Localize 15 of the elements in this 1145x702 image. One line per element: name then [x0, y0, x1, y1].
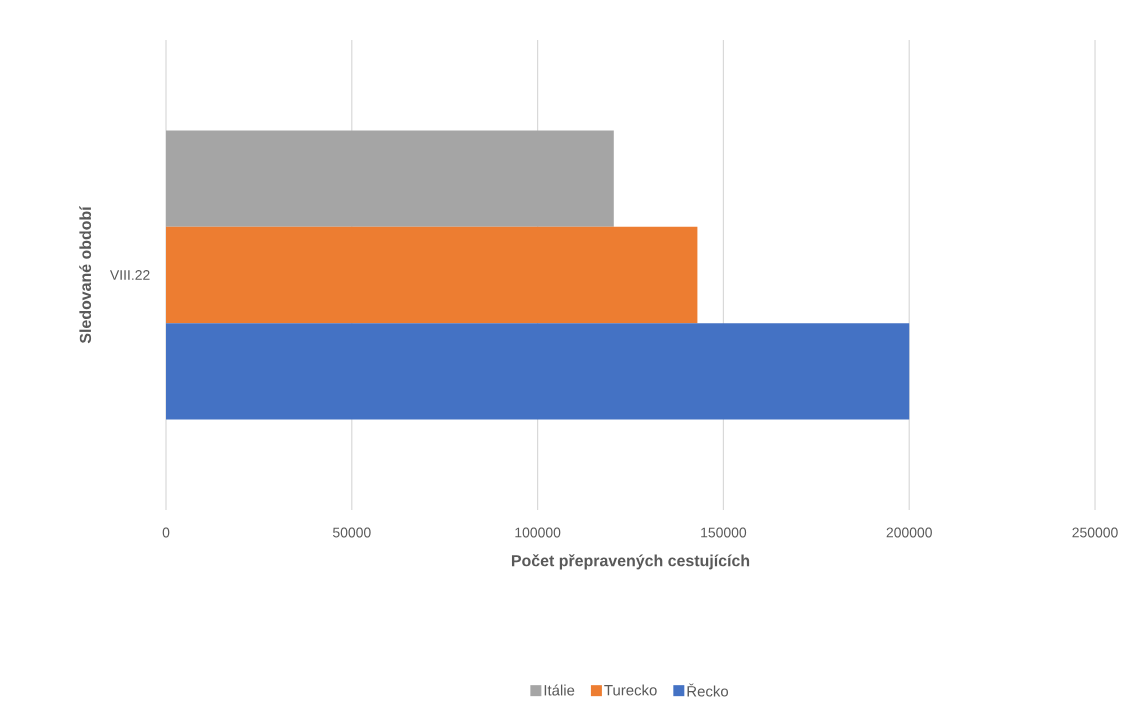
- bar: [166, 226, 698, 324]
- legend-label: Řecko: [687, 683, 729, 697]
- x-tick-label: 250000: [1072, 527, 1118, 538]
- y-axis-title: Sledované období: [79, 205, 92, 344]
- legend-label: Turecko: [604, 684, 657, 696]
- x-tick-label: 200000: [886, 527, 932, 538]
- x-axis-title: Počet přepravených cestujících: [511, 554, 750, 570]
- bar: [166, 323, 910, 420]
- x-tick-label: 50000: [332, 527, 371, 538]
- x-tick-label: 150000: [701, 527, 747, 538]
- bar: [166, 130, 614, 227]
- x-tick-label: 100000: [515, 527, 561, 538]
- y-tick-label: VIII.22: [109, 270, 150, 280]
- x-tick-label: 0: [162, 527, 170, 538]
- legend-label: Itálie: [544, 684, 575, 696]
